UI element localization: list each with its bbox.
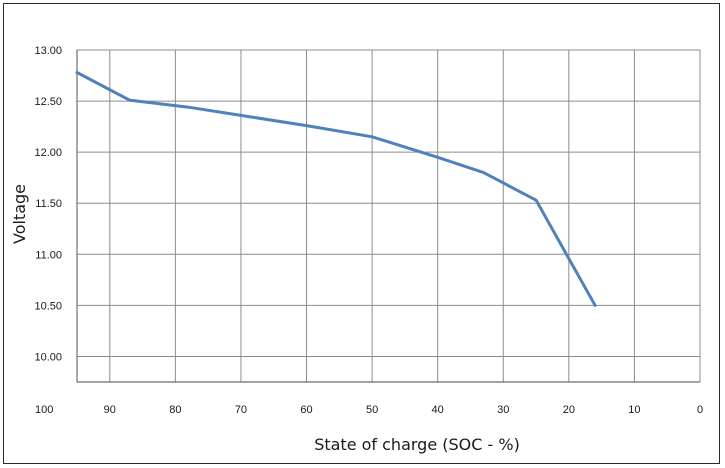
x-tick-label: 30 bbox=[497, 404, 509, 416]
data-point bbox=[187, 106, 190, 109]
y-tick-label: 11.00 bbox=[35, 249, 62, 261]
x-tick-label: 40 bbox=[432, 404, 444, 416]
voltage-series-line bbox=[75, 71, 597, 307]
grid-layer bbox=[76, 49, 701, 383]
x-tick-label: 10 bbox=[628, 404, 640, 416]
x-tick-label: 90 bbox=[104, 404, 116, 416]
y-tick-labels: 13.00 12.50 12.00 11.50 11.00 10.50 10.00 bbox=[34, 45, 62, 363]
data-point bbox=[436, 156, 439, 159]
y-axis-label: Voltage bbox=[10, 184, 29, 244]
y-tick-label: 10.50 bbox=[34, 300, 62, 312]
x-tick-label: 0 bbox=[697, 404, 703, 416]
data-point bbox=[239, 114, 242, 117]
x-tick-labels: 100 90 80 70 60 50 40 30 20 10 0 bbox=[35, 404, 703, 416]
x-tick-label: 60 bbox=[300, 404, 312, 416]
y-tick-label: 11.50 bbox=[35, 198, 62, 210]
chart-frame bbox=[3, 3, 720, 464]
x-tick-label: 100 bbox=[35, 404, 53, 416]
data-point bbox=[371, 135, 374, 138]
x-axis-label: State of charge (SOC - %) bbox=[314, 435, 520, 454]
plot-area-border bbox=[76, 49, 701, 383]
y-tick-label: 13.00 bbox=[34, 45, 62, 57]
data-point bbox=[594, 304, 597, 307]
y-tick-label: 10.00 bbox=[34, 351, 62, 363]
data-point bbox=[305, 124, 308, 127]
data-point bbox=[482, 171, 485, 174]
y-tick-label: 12.50 bbox=[34, 96, 62, 108]
x-tick-label: 70 bbox=[235, 404, 247, 416]
x-tick-label: 50 bbox=[366, 404, 378, 416]
y-tick-label: 12.00 bbox=[34, 147, 62, 159]
data-point bbox=[76, 71, 79, 74]
data-point bbox=[128, 99, 131, 102]
x-tick-label: 20 bbox=[563, 404, 575, 416]
series-layer bbox=[75, 71, 597, 307]
data-point bbox=[535, 199, 538, 202]
x-tick-label: 80 bbox=[169, 404, 181, 416]
